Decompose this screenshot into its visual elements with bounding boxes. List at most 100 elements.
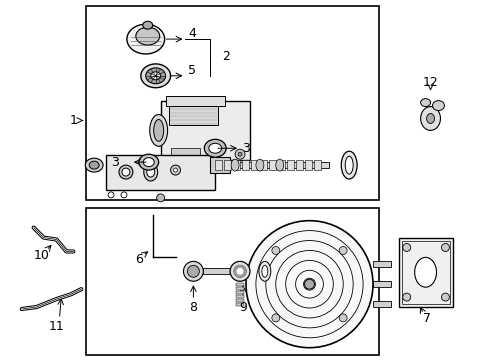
Ellipse shape: [145, 68, 165, 84]
Text: 4: 4: [188, 27, 196, 40]
Circle shape: [234, 267, 237, 270]
Circle shape: [187, 265, 199, 277]
Bar: [230, 162, 328, 168]
Ellipse shape: [414, 257, 436, 287]
Bar: [224, 160, 231, 170]
Bar: [168, 105, 218, 125]
Circle shape: [271, 247, 279, 255]
Text: 6: 6: [135, 253, 142, 266]
Bar: [236, 291, 244, 294]
Text: 9: 9: [239, 301, 246, 314]
Bar: [215, 160, 222, 170]
Ellipse shape: [208, 143, 221, 153]
Ellipse shape: [85, 158, 103, 172]
Circle shape: [402, 293, 410, 301]
Circle shape: [236, 266, 239, 269]
Bar: [236, 283, 244, 286]
Bar: [269, 160, 276, 170]
Text: 3: 3: [242, 142, 249, 155]
Circle shape: [241, 274, 244, 277]
Circle shape: [108, 192, 114, 198]
Ellipse shape: [143, 163, 157, 181]
Circle shape: [156, 194, 164, 202]
Circle shape: [233, 270, 236, 273]
Circle shape: [237, 275, 240, 278]
Circle shape: [173, 168, 177, 172]
Bar: [287, 160, 294, 170]
Ellipse shape: [150, 72, 161, 80]
Bar: [165, 96, 224, 105]
Bar: [260, 160, 267, 170]
Circle shape: [242, 267, 245, 270]
Ellipse shape: [153, 120, 163, 141]
Ellipse shape: [139, 154, 158, 170]
Bar: [314, 160, 321, 170]
Ellipse shape: [122, 168, 130, 176]
Text: 1: 1: [69, 114, 77, 127]
Circle shape: [238, 152, 242, 156]
Ellipse shape: [127, 24, 164, 54]
Ellipse shape: [143, 158, 154, 167]
Circle shape: [234, 273, 237, 276]
Bar: [242, 160, 249, 170]
Circle shape: [239, 265, 242, 268]
Circle shape: [243, 271, 245, 274]
Circle shape: [243, 270, 246, 273]
Bar: [398, 238, 452, 307]
Text: 3: 3: [111, 156, 119, 168]
Bar: [238, 268, 241, 274]
Bar: [233, 160, 240, 170]
Circle shape: [236, 274, 239, 277]
Circle shape: [339, 314, 346, 322]
Text: 11: 11: [48, 320, 64, 333]
Bar: [278, 160, 285, 170]
Circle shape: [441, 243, 448, 251]
Circle shape: [243, 268, 245, 271]
Ellipse shape: [345, 156, 352, 174]
Text: 2: 2: [222, 50, 229, 63]
Bar: [296, 160, 303, 170]
Bar: [236, 303, 244, 306]
Bar: [86, 208, 378, 355]
Circle shape: [233, 268, 236, 271]
Text: 5: 5: [188, 64, 196, 77]
Bar: [251, 160, 258, 170]
Bar: [372, 281, 390, 287]
Ellipse shape: [204, 139, 225, 157]
Ellipse shape: [142, 21, 152, 29]
Ellipse shape: [432, 100, 444, 111]
Ellipse shape: [258, 261, 270, 281]
Bar: [236, 299, 244, 302]
Ellipse shape: [426, 113, 434, 123]
Ellipse shape: [231, 159, 239, 171]
Ellipse shape: [119, 165, 133, 179]
Ellipse shape: [341, 151, 356, 179]
Text: 10: 10: [34, 249, 49, 262]
Bar: [401, 240, 449, 304]
Bar: [372, 301, 390, 307]
Bar: [252, 268, 255, 274]
Circle shape: [402, 243, 410, 251]
Bar: [86, 6, 378, 200]
Bar: [236, 295, 244, 298]
Ellipse shape: [275, 159, 283, 171]
Bar: [203, 268, 233, 274]
Circle shape: [441, 293, 448, 301]
Bar: [372, 261, 390, 267]
Circle shape: [271, 314, 279, 322]
Ellipse shape: [146, 167, 154, 177]
Bar: [210, 157, 230, 173]
Bar: [233, 268, 236, 274]
Ellipse shape: [420, 107, 440, 130]
Circle shape: [170, 165, 180, 175]
Ellipse shape: [141, 64, 170, 88]
Ellipse shape: [230, 261, 249, 281]
Circle shape: [237, 265, 240, 268]
Ellipse shape: [262, 265, 267, 277]
Ellipse shape: [420, 99, 429, 107]
Bar: [236, 287, 244, 290]
Circle shape: [183, 261, 203, 281]
Ellipse shape: [255, 159, 264, 171]
Bar: [161, 100, 249, 160]
Circle shape: [121, 192, 127, 198]
